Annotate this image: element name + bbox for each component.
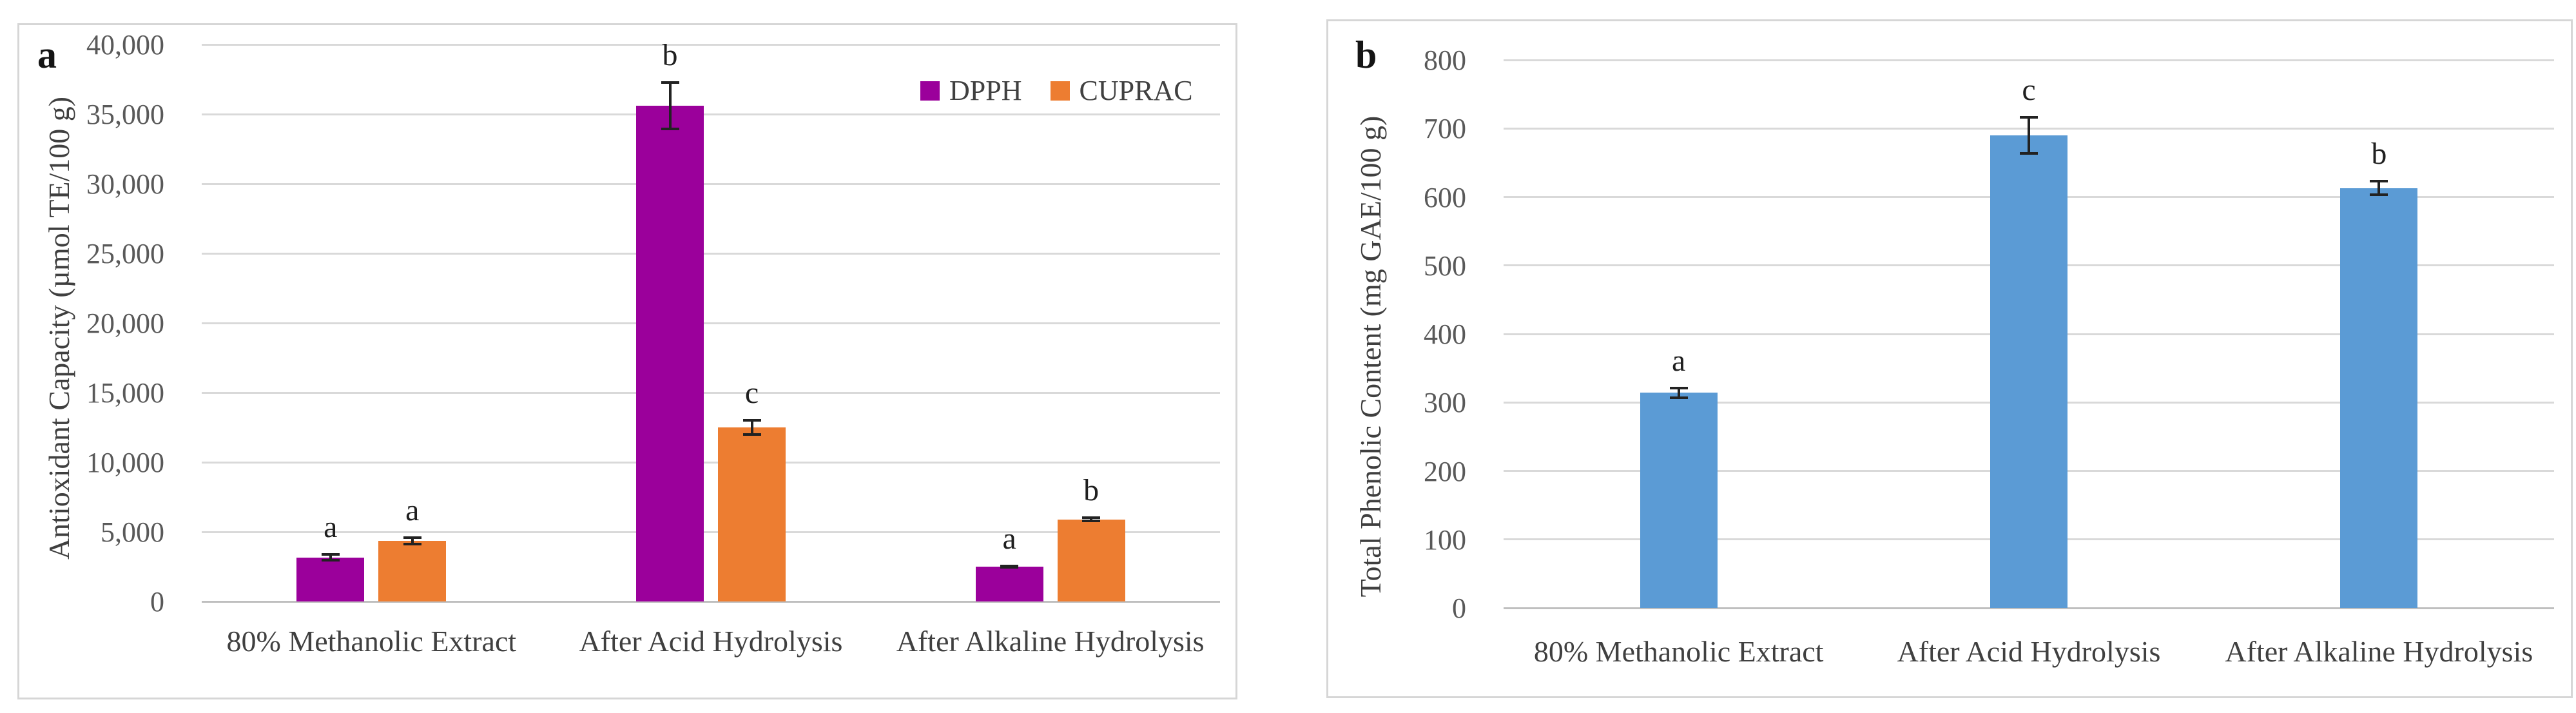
error-bar-line [2028,116,2030,155]
bar-cuprac-80-methanolic-extract [378,541,447,601]
chart-panel-b: b Total Phenolic Content (mg GAE/100 g) … [1326,19,2573,698]
x-axis-line [1504,607,2554,609]
error-bar-line [2377,179,2381,197]
bar-cuprac-after-alkaline-hydrolysis [1057,519,1125,601]
y-tick-label: 35,000 [86,99,164,130]
gridline [202,531,1220,533]
error-bar-cap [2020,151,2038,155]
error-bar-line [1677,386,1680,399]
gridline [202,461,1220,464]
bar-total-phenolic-content-80-methanolic-extract [1640,393,1718,608]
error-bar-line [668,81,672,130]
y-tick-label: 100 [1424,523,1466,556]
category-label-after-acid-hydrolysis: After Acid Hydrolysis [1897,635,2161,668]
legend-label: DPPH [949,75,1022,106]
significance-letter-total-phenolic-content-after-alkaline-hydrolysis: b [2371,136,2387,171]
error-bar-cap [2370,179,2388,182]
plot-area-b: a c b [1504,59,2554,609]
error-bar-cap [403,542,421,545]
error-bar-cap [2020,116,2038,119]
y-tick-label: 5,000 [101,516,164,548]
error-bar-cap [742,419,761,422]
y-tick-label: 40,000 [86,29,164,61]
legend-label: CUPRAC [1079,75,1193,106]
error-bar-line [411,536,414,545]
error-bar-cap [1082,520,1101,523]
error-bar-cap [321,559,340,562]
significance-letter-cuprac-after-acid-hydrolysis: c [744,376,759,411]
category-label-80-methanolic-extract: 80% Methanolic Extract [1533,635,1824,668]
significance-letter-cuprac-80-methanolic-extract: a [405,493,420,528]
panel-label-a: a [37,34,57,76]
bar-cuprac-after-acid-hydrolysis [718,427,786,601]
significance-letter-total-phenolic-content-80-methanolic-extract: a [1672,343,1686,378]
bar-dpph-80-methanolic-extract [296,557,365,601]
gridline [1504,59,2554,61]
significance-letter-dpph-after-acid-hydrolysis: b [662,38,678,73]
significance-letter-dpph-80-methanolic-extract: a [324,510,338,545]
error-bar-cap [742,433,761,436]
category-label-after-alkaline-hydrolysis: After Alkaline Hydrolysis [2225,635,2533,668]
error-bar-cap [2370,193,2388,197]
panel-label-b: b [1355,34,1377,76]
gridline [202,43,1220,46]
significance-letter-total-phenolic-content-after-acid-hydrolysis: c [2022,73,2036,108]
legend-swatch-icon [920,81,940,101]
y-tick-label: 500 [1424,249,1466,282]
y-tick-label: 300 [1424,387,1466,419]
error-bar-cap [1082,516,1101,519]
bar-total-phenolic-content-after-acid-hydrolysis [1990,135,2068,608]
bar-total-phenolic-content-after-alkaline-hydrolysis [2340,188,2418,608]
y-tick-label: 0 [1452,592,1466,624]
gridline [202,252,1220,255]
category-label-after-alkaline-hydrolysis: After Alkaline Hydrolysis [896,625,1205,658]
category-label-80-methanolic-extract: 80% Methanolic Extract [226,625,517,658]
chart-panel-a: a Antioxidant Capacity (µmol TE/100 g) a… [17,23,1237,699]
y-tick-label: 700 [1424,113,1466,145]
error-bar-cap [661,81,679,84]
y-tick-label: 15,000 [86,377,164,409]
y-tick-label: 200 [1424,455,1466,487]
plot-area-a: a a b c a b DPPH CUPRAC [202,40,1220,603]
y-tick-label: 25,000 [86,238,164,269]
error-bar-cap [1669,386,1688,389]
legend-item-cuprac: CUPRAC [1050,75,1193,106]
y-tick-label: 0 [150,586,164,618]
gridline [202,182,1220,185]
error-bar-cap [321,553,340,556]
y-tick-label: 800 [1424,44,1466,76]
y-tick-label: 600 [1424,181,1466,213]
gridline [202,391,1220,394]
error-bar-cap [1000,565,1019,569]
error-bar-line [329,553,332,562]
bar-dpph-after-alkaline-hydrolysis [975,567,1043,601]
gridline [202,322,1220,324]
error-bar-cap [403,536,421,540]
significance-letter-dpph-after-alkaline-hydrolysis: a [1002,522,1016,556]
error-bar-cap [661,127,679,130]
significance-letter-cuprac-after-alkaline-hydrolysis: b [1083,473,1099,507]
error-bar-line [750,419,753,436]
y-tick-label: 10,000 [86,447,164,478]
legend-swatch-icon [1050,81,1070,101]
error-bar-line [1090,516,1093,523]
gridline [202,113,1220,115]
error-bar-cap [1669,396,1688,399]
legend-item-dpph: DPPH [920,77,1022,105]
y-tick-label: 400 [1424,318,1466,350]
y-tick-label: 30,000 [86,168,164,200]
legend: DPPH CUPRAC [920,77,1193,105]
category-label-after-acid-hydrolysis: After Acid Hydrolysis [579,625,843,658]
bar-dpph-after-acid-hydrolysis [636,106,704,601]
x-axis-line [202,600,1220,603]
y-tick-label: 20,000 [86,308,164,339]
